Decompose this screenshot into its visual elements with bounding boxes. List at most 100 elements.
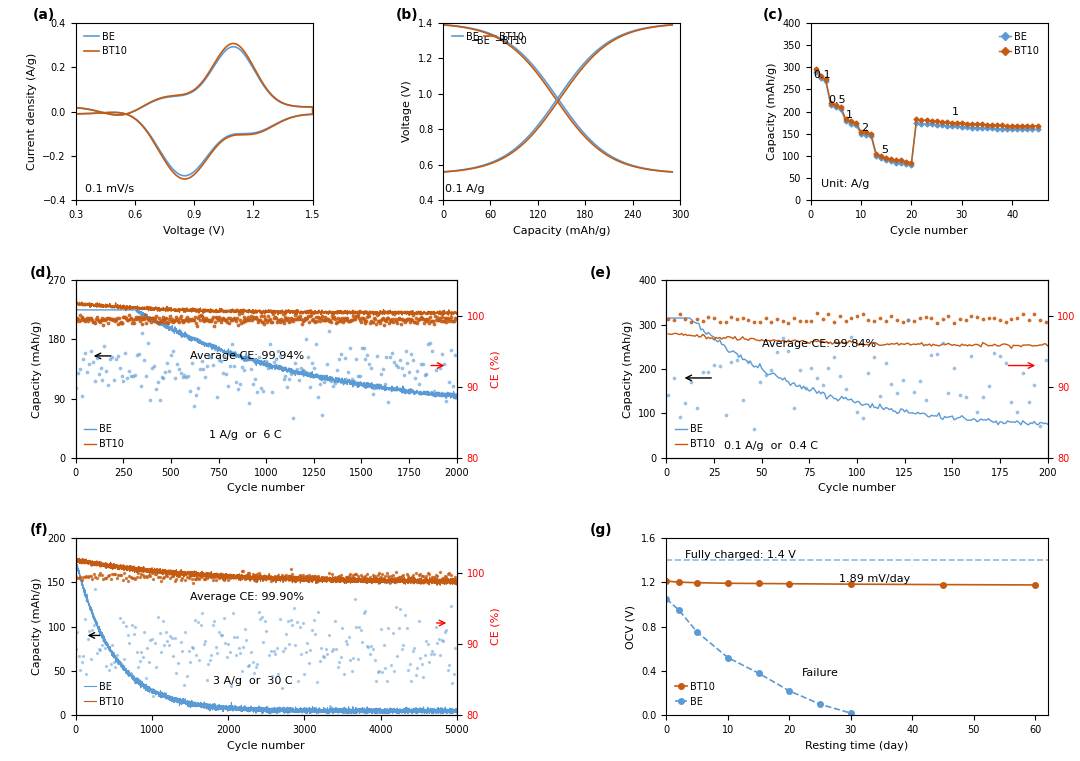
Point: [323, 645, 340, 657]
Point: [308, 571, 325, 583]
Point: [969, 406, 986, 419]
Point: [372, 622, 389, 635]
Point: [889, 314, 906, 326]
Point: [364, 643, 381, 655]
Point: [368, 309, 386, 321]
Point: [305, 613, 322, 626]
Point: [1009, 406, 1026, 418]
Point: [294, 365, 311, 377]
Point: [242, 572, 259, 584]
Point: [292, 313, 309, 325]
Point: [238, 314, 255, 326]
Point: [240, 567, 257, 579]
Point: [281, 317, 298, 329]
Point: [378, 567, 395, 579]
Point: [327, 575, 345, 587]
Point: [240, 311, 257, 323]
Point: [394, 314, 411, 326]
Point: [288, 363, 306, 375]
Point: [256, 318, 273, 330]
Point: [346, 593, 363, 605]
Point: [294, 314, 311, 326]
Point: [163, 313, 180, 325]
Point: [129, 572, 146, 584]
Point: [671, 411, 688, 423]
Point: [286, 308, 303, 320]
Point: [137, 569, 154, 581]
BT10: [255, 308, 268, 317]
Point: [279, 314, 296, 326]
Point: [424, 315, 442, 327]
Point: [161, 365, 178, 377]
Point: [211, 626, 228, 638]
Point: [389, 572, 406, 584]
Point: [431, 312, 448, 324]
Point: [266, 571, 283, 583]
Point: [270, 314, 287, 326]
Text: Average CE: 99.90%: Average CE: 99.90%: [190, 592, 303, 602]
Point: [222, 314, 240, 326]
Point: [322, 573, 339, 585]
Point: [723, 356, 740, 368]
BE: [224, 43, 237, 52]
Point: [792, 315, 809, 327]
Point: [348, 568, 365, 581]
Point: [160, 639, 177, 651]
Point: [80, 314, 97, 326]
Point: [112, 657, 130, 669]
Point: [247, 661, 265, 673]
Point: [125, 317, 143, 329]
BE: [905, 161, 918, 170]
Point: [289, 311, 307, 323]
Point: [440, 664, 457, 676]
Point: [112, 316, 130, 328]
Text: 1: 1: [951, 107, 959, 117]
Point: [386, 664, 403, 677]
Point: [220, 317, 238, 329]
Legend: BE, BT10: BE, BT10: [448, 27, 527, 46]
Point: [285, 602, 302, 614]
Point: [378, 352, 395, 364]
Point: [272, 313, 289, 325]
Point: [1002, 313, 1020, 325]
Point: [393, 642, 410, 654]
Point: [216, 572, 233, 584]
Point: [343, 664, 361, 677]
Point: [79, 312, 96, 324]
Point: [929, 317, 946, 330]
Point: [282, 563, 299, 575]
Point: [752, 375, 769, 387]
Point: [284, 619, 301, 631]
Point: [423, 571, 441, 583]
Point: [82, 652, 99, 664]
BT10: [935, 117, 948, 126]
Point: [303, 624, 321, 636]
Point: [70, 572, 87, 584]
BE: [752, 669, 765, 678]
Point: [348, 353, 365, 365]
Point: [166, 575, 184, 587]
Point: [330, 655, 348, 667]
Point: [293, 648, 310, 661]
Point: [233, 665, 251, 677]
Text: (a): (a): [32, 8, 55, 22]
Point: [273, 682, 291, 694]
Point: [429, 637, 446, 649]
Point: [134, 651, 151, 664]
Point: [382, 315, 400, 327]
Point: [408, 661, 426, 673]
Point: [183, 641, 200, 653]
Point: [211, 313, 228, 325]
Point: [199, 314, 216, 326]
Point: [366, 570, 383, 582]
Point: [436, 626, 454, 638]
BT10: [382, 577, 395, 586]
Point: [238, 571, 255, 583]
BE: [440, 390, 453, 400]
Point: [244, 377, 261, 390]
Point: [229, 632, 246, 644]
Point: [292, 569, 309, 581]
Point: [78, 667, 95, 680]
Point: [308, 339, 325, 351]
Point: [315, 311, 333, 323]
